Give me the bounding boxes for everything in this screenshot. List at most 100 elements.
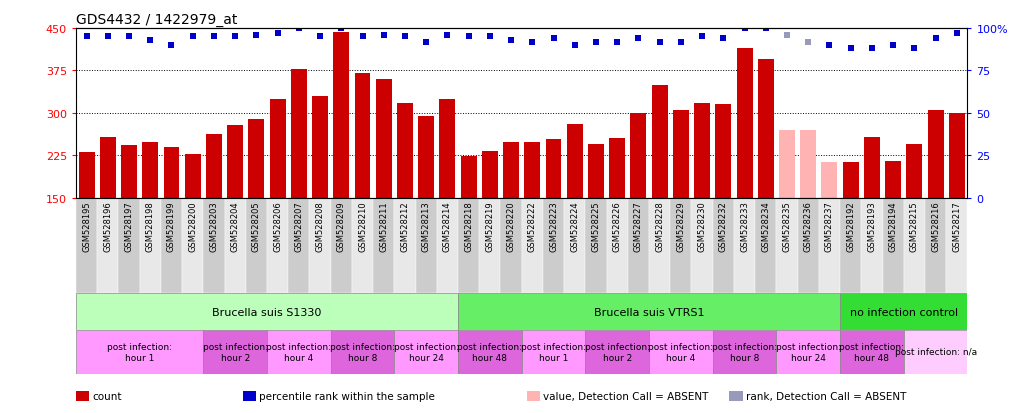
Text: post infection:
hour 24: post infection: hour 24 <box>394 342 459 362</box>
Bar <box>586 330 649 374</box>
Bar <box>543 198 564 293</box>
Bar <box>100 137 115 198</box>
Bar <box>713 198 734 293</box>
Bar <box>291 69 307 198</box>
Bar <box>184 154 201 198</box>
Text: GSM528198: GSM528198 <box>146 201 155 252</box>
Text: GSM528237: GSM528237 <box>825 201 834 252</box>
Bar <box>479 198 500 293</box>
Bar <box>182 198 204 293</box>
Bar <box>161 198 182 293</box>
Bar <box>864 137 880 198</box>
Text: post infection:
hour 48: post infection: hour 48 <box>840 342 905 362</box>
Bar <box>630 114 646 198</box>
Bar <box>76 330 204 374</box>
Text: GSM528236: GSM528236 <box>803 201 812 252</box>
Bar <box>755 198 776 293</box>
Bar <box>500 198 522 293</box>
Text: GSM528209: GSM528209 <box>336 201 345 252</box>
Text: GSM528230: GSM528230 <box>698 201 707 252</box>
Bar <box>394 198 415 293</box>
Bar <box>715 105 731 198</box>
Bar <box>248 119 264 198</box>
Text: GSM528207: GSM528207 <box>295 201 303 252</box>
Bar <box>673 111 689 198</box>
Bar <box>289 198 309 293</box>
Text: GSM528211: GSM528211 <box>379 201 388 252</box>
Text: post infection:
hour 48: post infection: hour 48 <box>457 342 523 362</box>
Text: GSM528229: GSM528229 <box>677 201 686 252</box>
Text: GSM528227: GSM528227 <box>634 201 643 252</box>
Text: count: count <box>92 392 122 401</box>
Text: GSM528225: GSM528225 <box>592 201 601 252</box>
Bar <box>204 330 267 374</box>
Text: value, Detection Call = ABSENT: value, Detection Call = ABSENT <box>543 392 708 401</box>
Bar <box>97 198 119 293</box>
Text: post infection:
hour 8: post infection: hour 8 <box>712 342 777 362</box>
Text: GSM528223: GSM528223 <box>549 201 558 252</box>
Bar <box>142 143 158 198</box>
Bar <box>840 198 861 293</box>
Text: GSM528224: GSM528224 <box>570 201 579 252</box>
Bar <box>458 293 840 330</box>
Text: no infection control: no infection control <box>850 307 958 317</box>
Bar <box>440 100 456 198</box>
Text: post infection:
hour 4: post infection: hour 4 <box>648 342 713 362</box>
Bar <box>309 198 330 293</box>
Text: GDS4432 / 1422979_at: GDS4432 / 1422979_at <box>76 12 237 26</box>
Bar <box>692 198 713 293</box>
Bar <box>76 198 97 293</box>
Bar <box>822 163 838 198</box>
Text: GSM528216: GSM528216 <box>931 201 940 252</box>
Text: GSM528218: GSM528218 <box>464 201 473 252</box>
Bar <box>119 198 140 293</box>
Text: post infection:
hour 2: post infection: hour 2 <box>585 342 649 362</box>
Bar <box>76 293 458 330</box>
Text: GSM528206: GSM528206 <box>274 201 282 252</box>
Bar <box>564 198 586 293</box>
Bar <box>928 111 943 198</box>
Bar <box>206 135 222 198</box>
Bar <box>355 74 371 198</box>
Bar <box>522 198 543 293</box>
Bar <box>946 198 967 293</box>
Text: Brucella suis S1330: Brucella suis S1330 <box>213 307 322 317</box>
Text: post infection: n/a: post infection: n/a <box>894 348 977 356</box>
Bar <box>861 198 882 293</box>
Text: GSM528212: GSM528212 <box>400 201 409 252</box>
Bar <box>418 116 435 198</box>
Bar <box>397 103 413 198</box>
Bar <box>797 198 819 293</box>
Bar <box>779 131 795 198</box>
Text: GSM528205: GSM528205 <box>252 201 261 252</box>
Text: GSM528222: GSM528222 <box>528 201 537 252</box>
Bar <box>736 49 753 198</box>
Text: post infection:
hour 24: post infection: hour 24 <box>776 342 841 362</box>
Bar <box>651 85 668 198</box>
Bar <box>776 330 840 374</box>
Bar <box>734 198 755 293</box>
Bar <box>694 103 710 198</box>
Bar <box>461 157 476 198</box>
Text: GSM528200: GSM528200 <box>188 201 198 252</box>
Text: GSM528232: GSM528232 <box>719 201 727 252</box>
Bar <box>333 33 349 198</box>
Bar <box>628 198 649 293</box>
Bar <box>458 198 479 293</box>
Bar <box>671 198 692 293</box>
Bar <box>776 198 797 293</box>
Bar <box>312 97 328 198</box>
Text: GSM528194: GSM528194 <box>888 201 898 252</box>
Text: GSM528208: GSM528208 <box>316 201 324 252</box>
Bar <box>758 60 774 198</box>
Text: post infection:
hour 1: post infection: hour 1 <box>521 342 587 362</box>
Bar <box>376 80 392 198</box>
Text: GSM528217: GSM528217 <box>952 201 961 252</box>
Text: GSM528195: GSM528195 <box>82 201 91 252</box>
Bar <box>885 161 902 198</box>
Text: GSM528204: GSM528204 <box>231 201 240 252</box>
Bar <box>907 145 922 198</box>
Bar <box>925 198 946 293</box>
Bar <box>122 146 137 198</box>
Text: GSM528196: GSM528196 <box>103 201 112 252</box>
